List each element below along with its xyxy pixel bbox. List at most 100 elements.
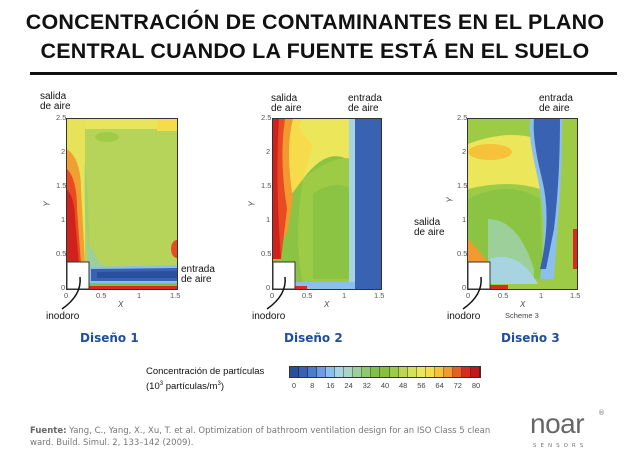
colorbar-swatch [335, 367, 345, 377]
toilet-pointer-line [61, 276, 81, 310]
x-tick: 0.5 [302, 291, 313, 300]
y-axis-label: Y [247, 201, 257, 207]
page-title: CONCENTRACIÓN DE CONTAMINANTES EN EL PLA… [0, 8, 630, 66]
unit-exponent: 3 [159, 381, 164, 387]
inlet-label: entrada de aire [348, 93, 382, 114]
colorbar-swatch [443, 367, 453, 377]
unit-exponent: 3 [217, 381, 221, 387]
toilet-pointer-line [462, 276, 482, 310]
logo-registered: ® [598, 409, 605, 417]
toilet-label: inodoro [447, 311, 481, 322]
y-tick: 1 [462, 215, 467, 224]
colorbar-swatch [407, 367, 417, 377]
colorbar-title: Concentración de partículas (103 partícu… [146, 366, 264, 393]
design-1-title: Diseño 1 [80, 331, 139, 345]
logo-text: noar [530, 408, 585, 439]
colorbar-swatch [344, 367, 354, 377]
toilet-label: inodoro [46, 311, 80, 322]
x-tick: 0.5 [96, 291, 107, 300]
contour-plot-2 [272, 118, 382, 290]
colorbar-tick-label: 0 [291, 381, 297, 390]
colorbar-swatch [461, 367, 471, 377]
colorbar-tick-label: 40 [380, 381, 390, 390]
y-axis-label: Y [445, 197, 455, 203]
y-tick: 0 [462, 283, 467, 292]
colorbar-swatch [317, 367, 327, 377]
x-tick: 1 [342, 291, 347, 300]
logo-subtext: SENSORS [533, 443, 588, 449]
colorbar-swatch [290, 367, 300, 377]
colorbar [289, 366, 481, 378]
outlet-label: salida de aire [40, 91, 71, 112]
colorbar-tick-label: 24 [344, 381, 353, 390]
x-tick: 1.5 [170, 291, 181, 300]
y-tick: 2 [462, 147, 467, 156]
colorbar-swatch [452, 367, 462, 377]
colorbar-swatch [299, 367, 309, 377]
colorbar-tick-label: 64 [435, 381, 444, 390]
y-tick: 2.5 [56, 113, 67, 122]
colorbar-swatch [362, 367, 372, 377]
x-tick: 0.5 [498, 291, 509, 300]
toilet-pointer-line [266, 276, 286, 310]
y-tick: 1 [61, 215, 66, 224]
source-citation: Fuente: Yang, C., Yang, X., Xu, T. et al… [30, 425, 510, 449]
colorbar-swatch [380, 367, 390, 377]
colorbar-swatch [353, 367, 363, 377]
x-axis-label: X [520, 300, 526, 309]
colorbar-swatch [425, 367, 435, 377]
x-tick: 1 [539, 291, 544, 300]
colorbar-swatch [308, 367, 318, 377]
x-tick: 0 [64, 291, 69, 300]
colorbar-swatch [326, 367, 336, 377]
y-tick: 2 [61, 147, 66, 156]
source-label: Fuente: [30, 426, 67, 436]
outlet-label: salida de aire [414, 217, 445, 238]
x-tick: 1.5 [374, 291, 385, 300]
colorbar-swatch [470, 367, 480, 377]
toilet-label: inodoro [252, 311, 286, 322]
colorbar-tick-label: 72 [453, 381, 462, 390]
x-tick: 0 [270, 291, 275, 300]
colorbar-swatch [416, 367, 426, 377]
design-2-title: Diseño 2 [284, 331, 343, 345]
inlet-label: entrada de aire [181, 264, 215, 285]
colorbar-swatch [398, 367, 408, 377]
design-3-title: Diseño 3 [501, 331, 560, 345]
colorbar-tick-label: 32 [362, 381, 371, 390]
y-tick: 2 [266, 147, 271, 156]
x-axis-label: X [324, 300, 330, 309]
colorbar-swatch [434, 367, 444, 377]
colorbar-tick-label: 8 [310, 381, 315, 390]
title-line-1: CONCENTRACIÓN DE CONTAMINANTES EN EL PLA… [25, 10, 605, 34]
title-divider [30, 72, 617, 75]
source-text: Yang, C., Yang, X., Xu, T. et al. Optimi… [30, 426, 491, 448]
scheme-caption: Scheme 3 [505, 311, 539, 320]
y-tick: 0 [61, 283, 66, 292]
y-tick: 1 [266, 215, 271, 224]
unit-text: partículas/m [163, 381, 218, 393]
unit-text: ) [220, 381, 224, 393]
y-tick: 0.5 [261, 249, 272, 258]
colorbar-tick-label: 80 [471, 381, 481, 390]
colorbar-title-line-2: (103 partículas/m3) [146, 378, 264, 393]
unit-text: (10 [146, 381, 160, 393]
colorbar-title-line-1: Concentración de partículas [146, 366, 265, 377]
x-tick: 1 [137, 291, 142, 300]
y-tick: 0 [266, 283, 271, 292]
y-tick: 0.5 [457, 249, 468, 258]
x-axis-label: X [118, 300, 124, 309]
colorbar-tick-label: 16 [326, 381, 335, 390]
inlet-label: entrada de aire [539, 93, 573, 114]
y-axis-label: Y [42, 201, 52, 207]
y-tick: 2.5 [457, 113, 468, 122]
contour-plot-3 [467, 118, 578, 290]
colorbar-swatch [389, 367, 399, 377]
y-tick: 1.5 [261, 181, 272, 190]
y-tick: 0.5 [56, 249, 67, 258]
title-line-2: CENTRAL CUANDO LA FUENTE ESTÁ EN EL SUEL… [40, 39, 590, 63]
x-tick: 1.5 [570, 291, 581, 300]
y-tick: 1.5 [56, 181, 67, 190]
colorbar-tick-label: 48 [399, 381, 408, 390]
y-tick: 2.5 [261, 113, 272, 122]
